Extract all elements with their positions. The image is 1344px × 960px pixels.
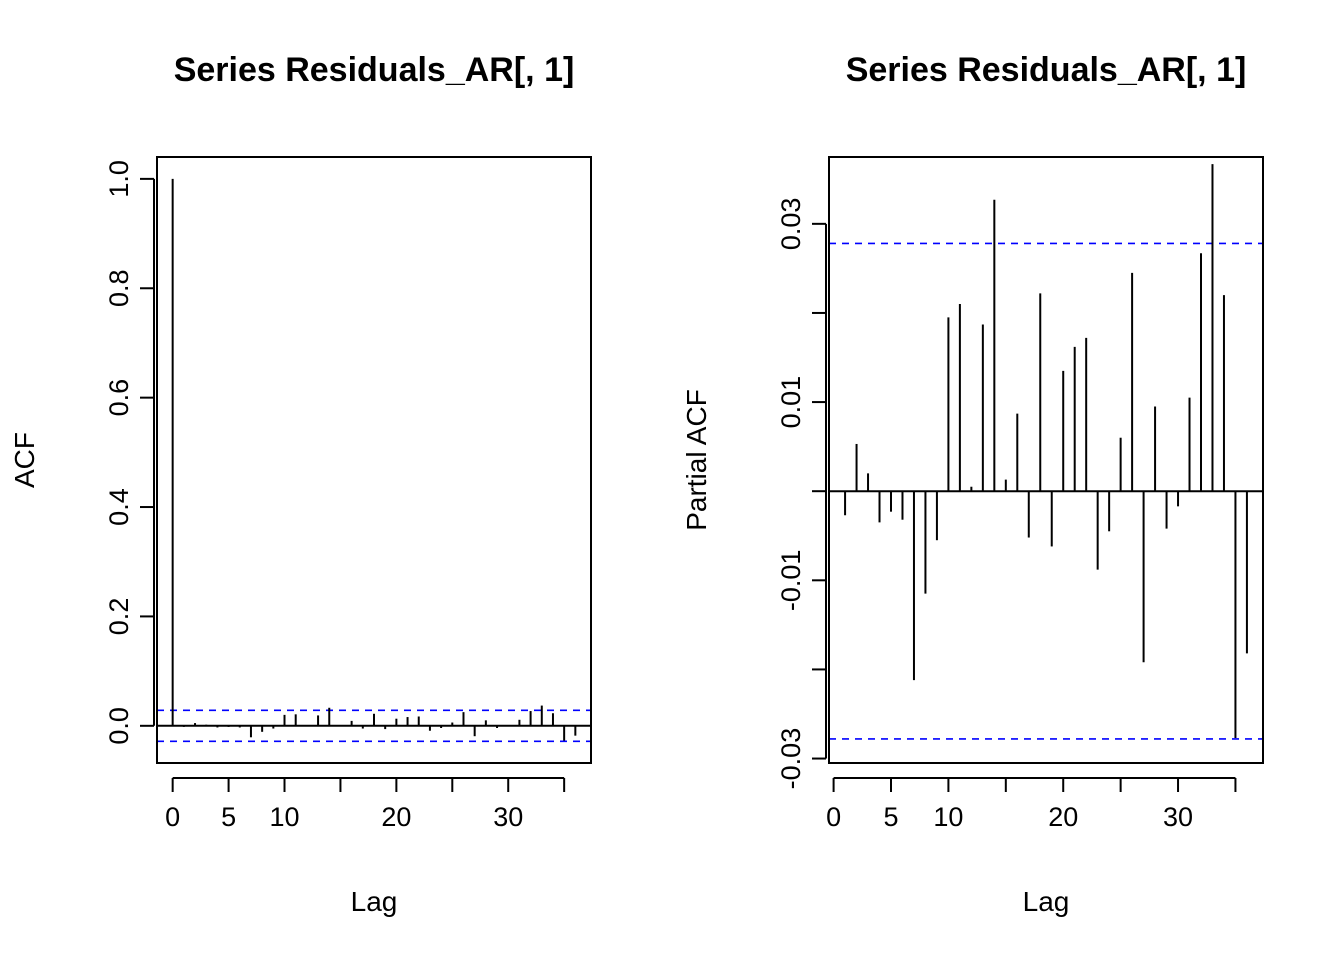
acf-y-tick-label-4: 0.8 bbox=[104, 269, 134, 307]
pacf-x-tick-label-20: 20 bbox=[1048, 802, 1078, 832]
pacf-y-tick-label-0: -0.03 bbox=[776, 728, 806, 790]
acf-x-tick-label-0: 0 bbox=[165, 802, 180, 832]
acf-title: Series Residuals_AR[, 1] bbox=[174, 51, 575, 89]
acf-y-tick-label-5: 1.0 bbox=[104, 160, 134, 198]
pacf-x-tick-label-30: 30 bbox=[1163, 802, 1193, 832]
pacf-y-tick-label-4: 0.01 bbox=[776, 376, 806, 429]
pacf-x-tick-label-10: 10 bbox=[933, 802, 963, 832]
pacf-panel: Series Residuals_AR[, 1] Lag Partial ACF… bbox=[681, 51, 1264, 917]
pacf-y-axis-label: Partial ACF bbox=[681, 389, 712, 531]
acf-y-axis: 0.0 0.2 0.4 0.6 0.8 1.0 bbox=[104, 160, 155, 745]
pacf-bars bbox=[844, 164, 1248, 739]
acf-x-axis: 0 5 10 20 30 bbox=[165, 777, 566, 832]
pacf-x-tick-label-0: 0 bbox=[826, 802, 841, 832]
pacf-x-axis-label: Lag bbox=[1023, 886, 1070, 917]
acf-x-tick-label-10: 10 bbox=[269, 802, 299, 832]
pacf-y-tick-label-2: -0.01 bbox=[776, 550, 806, 612]
acf-plot-frame bbox=[156, 156, 592, 764]
pacf-title: Series Residuals_AR[, 1] bbox=[846, 51, 1247, 89]
pacf-x-tick-label-5: 5 bbox=[883, 802, 898, 832]
acf-x-tick-label-5: 5 bbox=[221, 802, 236, 832]
acf-y-tick-label-3: 0.6 bbox=[104, 379, 134, 417]
acf-x-tick-label-20: 20 bbox=[381, 802, 411, 832]
acf-x-axis-label: Lag bbox=[351, 886, 398, 917]
acf-y-tick-label-0: 0.0 bbox=[104, 707, 134, 745]
pacf-plot-frame bbox=[828, 156, 1264, 764]
acf-y-tick-label-2: 0.4 bbox=[104, 488, 134, 526]
pacf-x-axis: 0 5 10 20 30 bbox=[826, 777, 1237, 832]
pacf-y-axis: -0.03 -0.01 0.01 0.03 bbox=[776, 198, 827, 790]
acf-y-axis-label: ACF bbox=[9, 432, 40, 488]
acf-bars bbox=[171, 178, 577, 741]
acf-y-tick-label-1: 0.2 bbox=[104, 598, 134, 636]
pacf-y-tick-label-6: 0.03 bbox=[776, 198, 806, 251]
acf-x-tick-label-30: 30 bbox=[493, 802, 523, 832]
acf-panel: Series Residuals_AR[, 1] Lag ACF 0 5 10 20 3… bbox=[9, 51, 592, 917]
